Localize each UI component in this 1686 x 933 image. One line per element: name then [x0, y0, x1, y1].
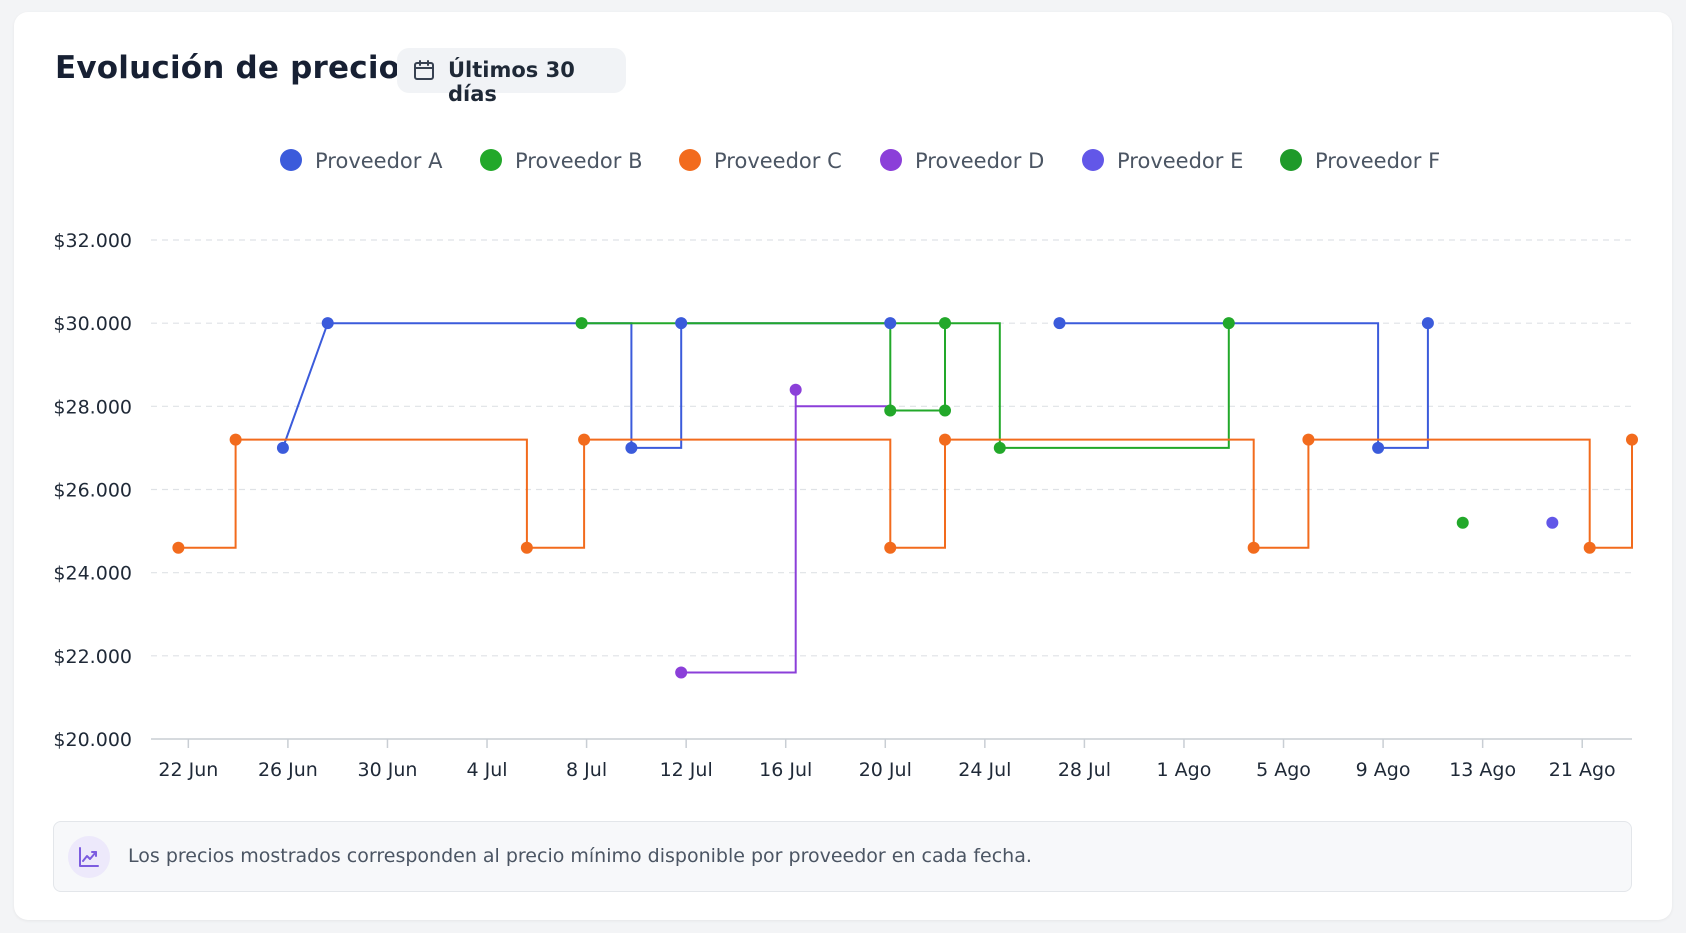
data-point-proveedor-c[interactable] — [939, 433, 952, 446]
legend-swatch-proveedor-f[interactable] — [1280, 149, 1302, 171]
y-tick-label: $30.000 — [53, 313, 132, 335]
data-point-proveedor-a[interactable] — [675, 317, 688, 330]
x-tick-label: 22 Jun — [158, 759, 218, 781]
series-line-proveedor-a — [1059, 322, 1429, 449]
data-point-proveedor-c[interactable] — [172, 541, 185, 554]
x-tick-label: 5 Ago — [1256, 759, 1311, 781]
x-tick-label: 1 Ago — [1157, 759, 1212, 781]
data-point-proveedor-b[interactable] — [884, 404, 897, 417]
legend-swatch-proveedor-c[interactable] — [679, 149, 701, 171]
data-point-proveedor-a[interactable] — [1053, 317, 1066, 330]
data-point-proveedor-c[interactable] — [229, 433, 242, 446]
data-point-proveedor-d[interactable] — [789, 383, 802, 396]
data-point-proveedor-a[interactable] — [1421, 317, 1434, 330]
date-range-button[interactable]: Últimos 30 días — [397, 48, 626, 106]
series-line-proveedor-b — [889, 323, 946, 412]
data-point-proveedor-c[interactable] — [578, 433, 591, 446]
y-tick-label: $26.000 — [53, 480, 132, 502]
data-point-proveedor-b[interactable] — [993, 441, 1006, 454]
x-tick-label: 16 Jul — [759, 759, 812, 781]
y-tick-label: $20.000 — [53, 729, 132, 751]
x-tick-label: 12 Jul — [660, 759, 713, 781]
data-point-proveedor-a[interactable] — [276, 441, 289, 454]
x-tick-label: 21 Ago — [1549, 759, 1616, 781]
legend-label-proveedor-e[interactable]: Proveedor E — [1117, 149, 1243, 173]
data-point-proveedor-a[interactable] — [625, 441, 638, 454]
x-tick-label: 30 Jun — [358, 759, 418, 781]
legend-label-proveedor-d[interactable]: Proveedor D — [915, 149, 1044, 173]
legend-swatch-proveedor-e[interactable] — [1082, 149, 1104, 171]
info-note-text: Los precios mostrados corresponden al pr… — [128, 845, 1032, 867]
x-tick-label: 4 Jul — [466, 759, 507, 781]
x-tick-label: 20 Jul — [859, 759, 912, 781]
legend-swatch-proveedor-b[interactable] — [480, 149, 502, 171]
data-point-proveedor-c[interactable] — [1626, 433, 1638, 446]
calendar-icon — [412, 58, 436, 86]
info-note: Los precios mostrados corresponden al pr… — [53, 821, 1632, 892]
data-point-proveedor-b[interactable] — [1456, 516, 1469, 529]
legend-label-proveedor-c[interactable]: Proveedor C — [714, 149, 842, 173]
series-line-proveedor-a — [281, 322, 683, 449]
legend-swatch-proveedor-a[interactable] — [280, 149, 302, 171]
data-point-proveedor-c[interactable] — [884, 541, 897, 554]
data-point-proveedor-b[interactable] — [939, 317, 952, 330]
y-tick-label: $32.000 — [53, 230, 132, 252]
data-point-proveedor-d[interactable] — [675, 666, 688, 679]
trend-chart-icon — [68, 836, 110, 878]
legend-label-proveedor-f[interactable]: Proveedor F — [1315, 149, 1440, 173]
x-tick-label: 26 Jun — [258, 759, 318, 781]
y-tick-label: $22.000 — [53, 646, 132, 668]
data-point-proveedor-a[interactable] — [1372, 441, 1385, 454]
data-point-proveedor-b[interactable] — [575, 317, 588, 330]
legend-label-proveedor-a[interactable]: Proveedor A — [315, 149, 443, 173]
legend-label-proveedor-b[interactable]: Proveedor B — [515, 149, 642, 173]
data-point-proveedor-a[interactable] — [321, 317, 334, 330]
y-tick-label: $28.000 — [53, 396, 132, 418]
legend-swatch-proveedor-d[interactable] — [880, 149, 902, 171]
series-line-proveedor-c — [178, 438, 1633, 549]
x-tick-label: 28 Jul — [1058, 759, 1111, 781]
x-tick-label: 13 Ago — [1449, 759, 1516, 781]
data-point-proveedor-c[interactable] — [1302, 433, 1315, 446]
data-point-proveedor-c[interactable] — [1247, 541, 1260, 554]
y-tick-label: $24.000 — [53, 563, 132, 585]
data-point-proveedor-b[interactable] — [1222, 317, 1235, 330]
series-line-proveedor-d — [681, 389, 797, 674]
x-tick-label: 8 Jul — [566, 759, 607, 781]
x-tick-label: 9 Ago — [1356, 759, 1411, 781]
data-point-proveedor-e[interactable] — [1546, 516, 1559, 529]
x-tick-label: 24 Jul — [958, 759, 1011, 781]
data-point-proveedor-a[interactable] — [884, 317, 897, 330]
data-point-proveedor-b[interactable] — [939, 404, 952, 417]
data-point-proveedor-c[interactable] — [520, 541, 533, 554]
data-point-proveedor-c[interactable] — [1583, 541, 1596, 554]
date-range-label: Últimos 30 días — [448, 58, 575, 106]
series-line-proveedor-b — [581, 322, 1230, 449]
page-title: Evolución de precios — [55, 50, 419, 86]
